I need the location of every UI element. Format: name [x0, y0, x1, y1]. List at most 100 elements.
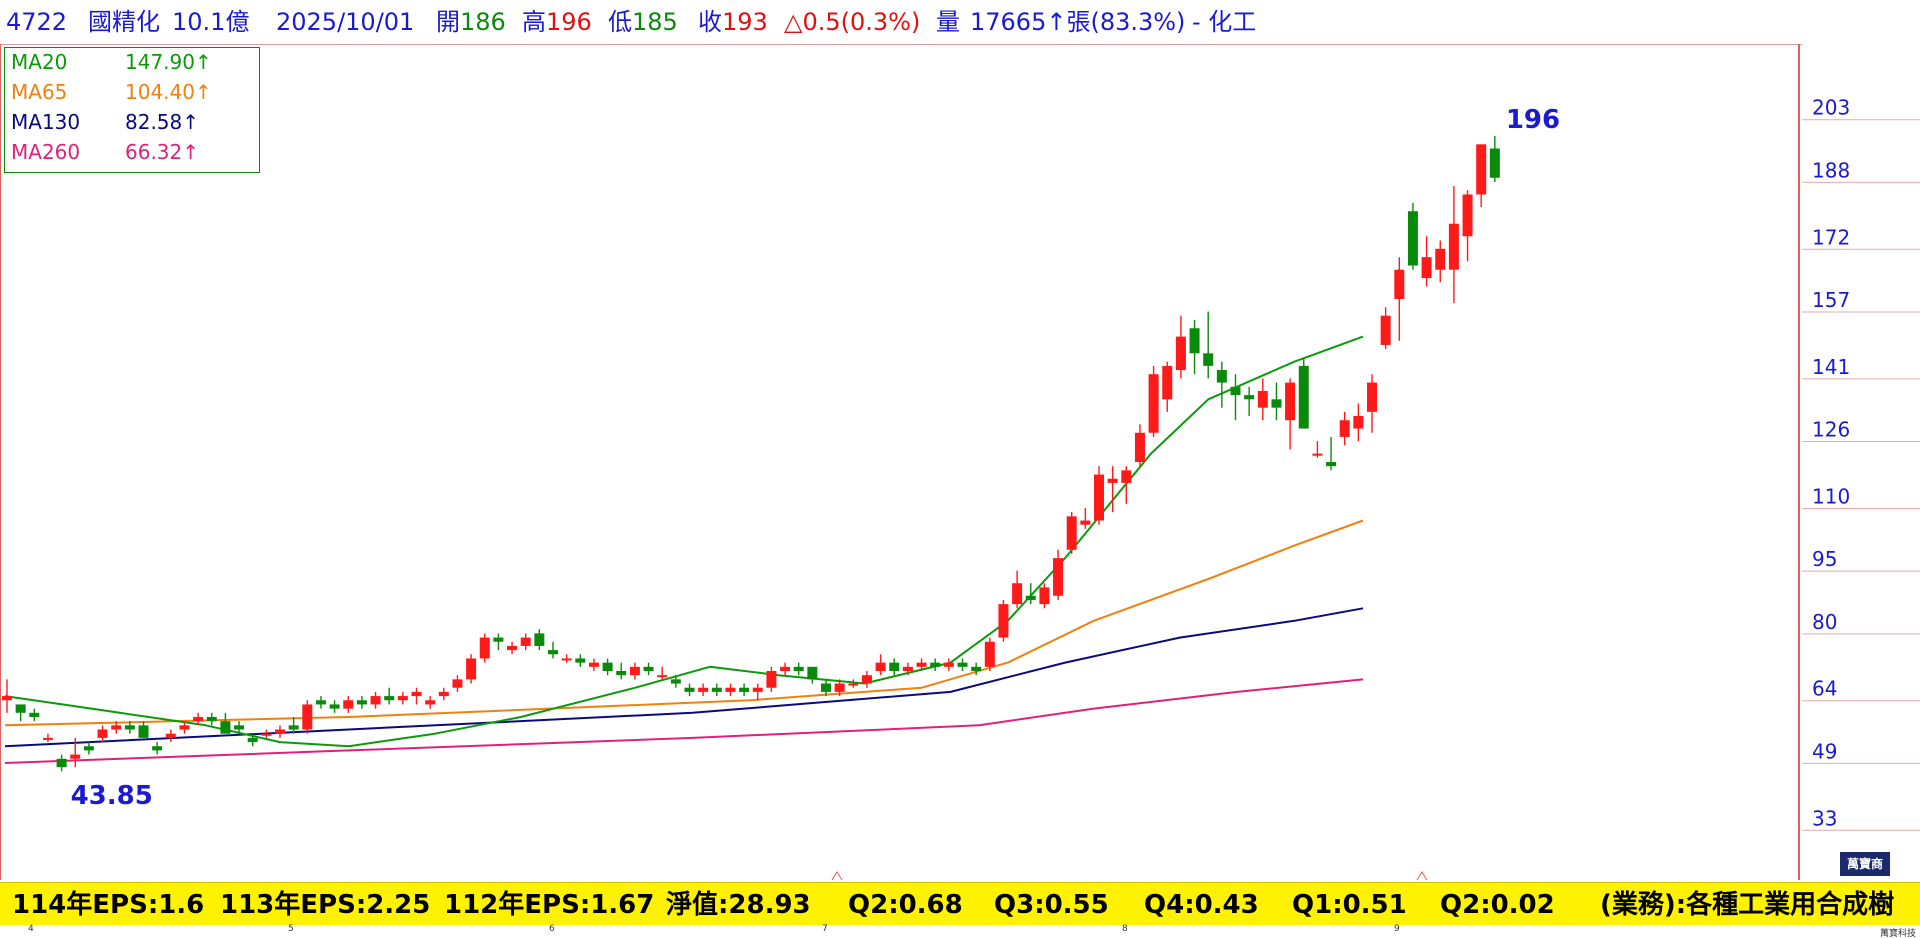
candle-body — [698, 687, 709, 692]
x-month-labels: 4 5 6 7 8 9 — [0, 924, 1920, 938]
candle — [984, 637, 995, 671]
candle-body — [1394, 269, 1405, 299]
candle-body — [1421, 257, 1432, 279]
candle-body — [848, 683, 859, 686]
candle-body — [425, 700, 436, 705]
candle-body — [875, 662, 886, 671]
stock-name: 國精化 — [88, 8, 160, 36]
low-label: 低 — [608, 8, 632, 36]
candle — [766, 666, 777, 692]
candle-body — [984, 641, 995, 667]
candle — [315, 696, 326, 709]
candle-body — [1094, 474, 1104, 521]
candle — [1244, 386, 1255, 417]
candle-body — [479, 637, 490, 659]
candle — [821, 679, 831, 697]
footer-item: Q2:0.68 — [848, 890, 963, 920]
candle — [356, 696, 367, 709]
candle — [42, 733, 53, 743]
candle-body — [438, 691, 449, 697]
candle-body — [1312, 453, 1323, 456]
x-tick-label: 9 — [1394, 924, 1400, 934]
candle — [179, 721, 190, 734]
candle — [780, 662, 791, 676]
candle-body — [1148, 374, 1159, 433]
candle — [1271, 382, 1282, 421]
candle — [97, 725, 108, 743]
candle — [15, 704, 26, 722]
candle — [971, 662, 982, 676]
candle-body — [889, 662, 900, 671]
footer-item: Q2:0.02 — [1440, 890, 1555, 920]
marker-triangle — [1416, 871, 1428, 881]
y-tick-label: 188 — [1812, 158, 1850, 182]
candle — [548, 641, 558, 659]
candle-body — [766, 671, 777, 688]
candle — [1121, 466, 1132, 504]
candle-body — [643, 666, 654, 671]
candle — [848, 679, 859, 688]
y-tick-label: 141 — [1812, 355, 1850, 379]
legend-ma65: MA65 — [11, 80, 67, 104]
candle-body — [220, 721, 231, 734]
candle-body — [657, 675, 668, 678]
candle — [1039, 583, 1050, 609]
x-tick-label: 5 — [288, 924, 294, 934]
candle-body — [1271, 399, 1282, 408]
candle-body — [302, 704, 313, 730]
candle — [684, 683, 695, 697]
stock-code: 4722 — [6, 8, 68, 36]
candle — [29, 708, 40, 722]
high-label: 高 — [522, 8, 546, 36]
candle — [507, 641, 518, 655]
legend-ma20: MA20 — [11, 50, 67, 74]
candle-body — [261, 733, 272, 736]
candle-body — [384, 696, 395, 701]
candle — [534, 629, 545, 651]
candle — [152, 742, 163, 755]
candle — [343, 696, 354, 713]
candle — [165, 729, 176, 743]
candle-body — [561, 658, 572, 661]
candle — [479, 633, 490, 663]
candle — [916, 658, 927, 671]
candle — [889, 658, 900, 676]
candle-body — [1039, 587, 1050, 605]
candle-body — [1476, 144, 1487, 195]
candle — [111, 721, 122, 734]
candle — [1189, 319, 1200, 375]
candle — [1476, 144, 1487, 208]
candle-body — [1053, 558, 1064, 596]
candle — [1353, 403, 1364, 442]
candle — [643, 662, 654, 676]
candle-body — [957, 662, 968, 667]
candle — [1134, 424, 1145, 467]
legend-ma260: MA260 — [11, 140, 80, 164]
candle — [725, 683, 736, 697]
candle-body — [1066, 516, 1077, 550]
footer-item: Q4:0.43 — [1144, 890, 1259, 920]
candle — [247, 733, 258, 747]
header-bar: 4722 國精化 10.1億 2025/10/01 開 186 高 196 低 … — [0, 0, 1920, 45]
candle-body — [534, 633, 545, 646]
candle-body — [821, 683, 831, 692]
x-tick-label: 4 — [28, 924, 34, 934]
y-tick-label: 110 — [1812, 484, 1850, 508]
footer-item: 114年EPS:1.6 — [12, 890, 205, 920]
candle-body — [165, 733, 176, 738]
candle — [616, 662, 627, 680]
candle-body — [588, 662, 599, 667]
candle — [302, 700, 313, 734]
x-tick-label: 6 — [549, 924, 555, 934]
legend-label: MA20 — [11, 50, 68, 74]
candle-body — [83, 746, 94, 751]
price-chart: 203 188 172 157 141 126 110 95 80 64 49 33 196 43.85 — [2, 96, 1920, 881]
candle — [261, 729, 272, 738]
candle — [698, 683, 709, 697]
candle-body — [629, 666, 640, 676]
candle — [1326, 436, 1337, 471]
candle — [575, 654, 586, 667]
candle-body — [1216, 370, 1227, 383]
candle-body — [124, 725, 135, 730]
